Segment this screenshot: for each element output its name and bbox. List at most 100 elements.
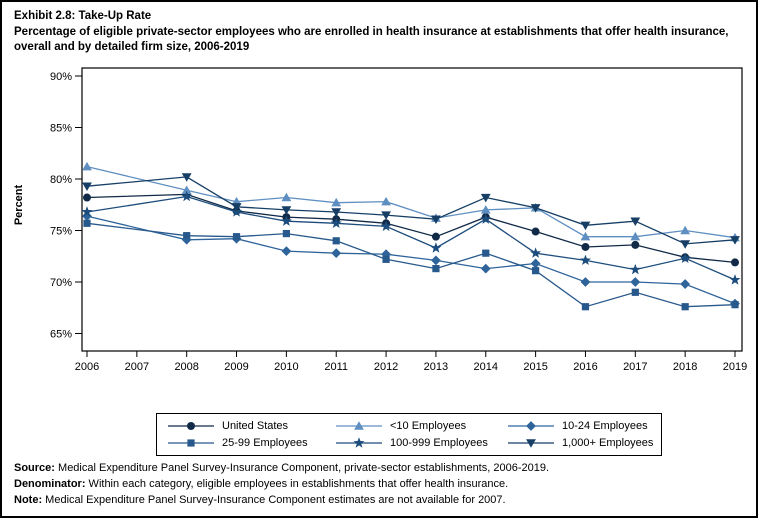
y-tick-label: 75% <box>50 226 72 238</box>
data-point-marker <box>181 173 192 182</box>
data-point-marker <box>480 213 492 224</box>
data-point-marker <box>480 193 491 203</box>
x-tick-label: 2014 <box>474 361 498 373</box>
title-block: Exhibit 2.8: Take-Up Rate Percentage of … <box>14 9 730 56</box>
data-point-marker <box>354 421 364 430</box>
source-text: Medical Expenditure Panel Survey-Insuran… <box>54 462 550 474</box>
data-point-marker <box>431 215 441 224</box>
data-point-marker <box>480 205 491 214</box>
data-point-marker <box>530 247 542 258</box>
data-point-marker <box>526 439 536 448</box>
data-point-marker <box>580 231 591 241</box>
y-tick-label: 70% <box>50 277 72 289</box>
data-point-marker <box>381 211 391 220</box>
denominator-label: Denominator: <box>14 478 86 490</box>
source-note: Source: Medical Expenditure Panel Survey… <box>14 460 549 476</box>
note-label: Note: <box>14 494 43 506</box>
footer-notes: Source: Medical Expenditure Panel Survey… <box>14 460 549 508</box>
y-tick-label: 85% <box>50 123 72 135</box>
x-tick-label: 2018 <box>673 361 697 373</box>
data-point-marker <box>331 197 342 207</box>
data-point-marker <box>187 439 195 447</box>
data-point-marker <box>83 219 91 227</box>
note-note: Note: Medical Expenditure Panel Survey-I… <box>14 492 549 508</box>
y-tick-label: 80% <box>50 174 72 186</box>
plot-area-border <box>81 67 743 352</box>
data-point-marker <box>530 204 541 213</box>
data-point-marker <box>680 240 691 249</box>
data-point-marker <box>432 265 440 273</box>
data-point-marker <box>631 288 639 296</box>
data-point-marker <box>731 258 739 267</box>
legend-item-1-000-employees: 1,000+ Employees <box>507 435 659 451</box>
x-axis: 2006 2007 2008 2009 2010 2011 2012 2013 2014 2015… <box>75 351 747 373</box>
data-point-marker <box>630 231 641 241</box>
data-point-marker <box>530 258 541 269</box>
data-point-marker <box>531 227 540 236</box>
data-point-marker <box>82 211 92 221</box>
data-point-marker <box>431 232 440 241</box>
x-tick-label: 2007 <box>125 361 149 373</box>
x-tick-label: 2008 <box>174 361 198 373</box>
data-point-marker <box>380 220 392 232</box>
denominator-text: Within each category, eligible employees… <box>85 478 509 490</box>
data-point-marker <box>730 236 740 245</box>
note-text: Medical Expenditure Panel Survey-Insuran… <box>42 494 506 506</box>
legend-item-10-employees: <10 Employees <box>335 418 507 434</box>
source-label: Source: <box>14 462 55 474</box>
legend-label: 10-24 Employees <box>562 420 648 432</box>
series-1-000-employees <box>82 173 740 249</box>
data-point-marker <box>482 249 490 257</box>
series-100-999-employees <box>81 190 741 285</box>
legend-marker-square-icon <box>168 439 214 447</box>
data-point-marker <box>183 232 191 240</box>
data-point-marker <box>282 229 290 238</box>
data-point-marker <box>353 437 365 448</box>
data-point-marker <box>631 240 640 249</box>
legend-label: <10 Employees <box>390 420 467 432</box>
series-25-99-employees <box>83 219 739 311</box>
denominator-note: Denominator: Within each category, eligi… <box>14 476 549 492</box>
data-point-marker <box>532 267 540 275</box>
legend-label: 1,000+ Employees <box>562 437 654 449</box>
data-point-marker <box>330 217 342 228</box>
data-point-marker <box>181 234 192 245</box>
x-tick-label: 2016 <box>573 361 597 373</box>
data-point-marker <box>331 248 342 259</box>
data-point-marker <box>526 421 536 431</box>
data-point-marker <box>680 225 691 235</box>
legend-marker-triangle-down-icon <box>508 439 554 448</box>
x-tick-label: 2019 <box>723 361 747 373</box>
data-point-marker <box>281 192 292 202</box>
data-point-marker <box>729 274 741 285</box>
chart-legend: United States <10 Employees 10-24 Employee… <box>156 413 662 456</box>
x-tick-label: 2010 <box>274 361 298 373</box>
data-point-marker <box>680 279 691 289</box>
data-point-marker <box>231 203 242 212</box>
data-point-marker <box>382 255 390 263</box>
data-point-marker <box>280 215 292 226</box>
data-point-marker <box>579 254 591 266</box>
data-point-marker <box>83 193 91 202</box>
data-point-marker <box>82 182 92 192</box>
legend-item-25-99-employees: 25-99 Employees <box>167 435 335 451</box>
data-point-marker <box>332 237 340 245</box>
data-point-marker <box>630 217 641 227</box>
x-tick-label: 2011 <box>324 361 348 373</box>
legend-label: United States <box>222 420 289 432</box>
data-point-marker <box>81 206 93 217</box>
exhibit-subtitle: Percentage of eligible private-sector em… <box>14 25 729 54</box>
data-point-marker <box>681 303 689 311</box>
y-tick-label: 65% <box>50 329 72 341</box>
data-point-marker <box>232 233 241 241</box>
data-point-marker <box>581 242 590 251</box>
legend-item-10-24-employees: 10-24 Employees <box>507 418 659 434</box>
data-point-marker <box>431 255 441 266</box>
x-tick-label: 2009 <box>224 361 248 373</box>
data-point-marker <box>381 196 391 206</box>
legend-label: 100-999 Employees <box>390 437 488 449</box>
legend-marker-triangle-up-icon <box>336 421 382 430</box>
legend-marker-circle-icon <box>168 422 214 430</box>
